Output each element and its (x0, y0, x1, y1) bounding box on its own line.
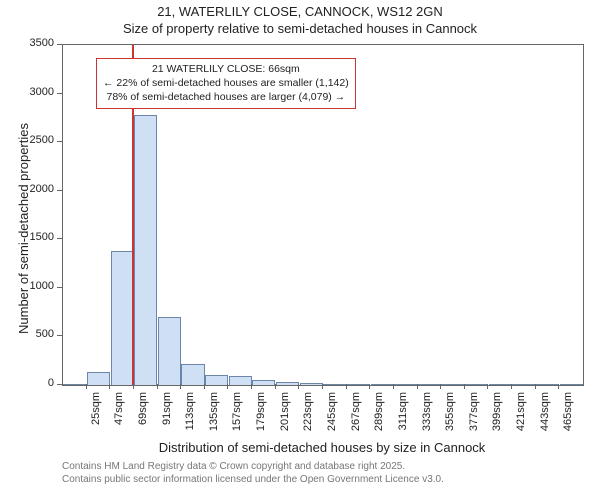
y-tick-label: 0 (20, 377, 54, 389)
x-tick (511, 384, 512, 389)
credit-line-1: Contains HM Land Registry data © Crown c… (62, 460, 444, 473)
chart-title: 21, WATERLILY CLOSE, CANNOCK, WS12 2GN (0, 4, 600, 19)
x-tick-label: 223sqm (302, 392, 314, 442)
y-tick-label: 1000 (20, 280, 54, 292)
y-tick (57, 190, 62, 191)
property-info-box: 21 WATERLILY CLOSE: 66sqm ← 22% of semi-… (96, 58, 356, 109)
x-tick-label: 113sqm (184, 392, 196, 442)
x-tick-label: 69sqm (137, 392, 149, 442)
histogram-bar (560, 384, 583, 385)
x-tick-label: 157sqm (231, 392, 243, 442)
y-tick (57, 287, 62, 288)
histogram-bar (465, 384, 488, 385)
histogram-bar (252, 380, 275, 385)
x-tick-label: 25sqm (90, 392, 102, 442)
histogram-bar (111, 251, 134, 385)
histogram-bar (134, 115, 157, 385)
x-tick-label: 311sqm (397, 392, 409, 442)
x-tick (487, 384, 488, 389)
x-tick (86, 384, 87, 389)
title-block: 21, WATERLILY CLOSE, CANNOCK, WS12 2GN S… (0, 4, 600, 36)
y-tick (57, 335, 62, 336)
y-tick-label: 500 (20, 328, 54, 340)
credit-line-2: Contains public sector information licen… (62, 473, 444, 486)
x-tick-label: 333sqm (421, 392, 433, 442)
x-tick (251, 384, 252, 389)
x-tick-label: 47sqm (113, 392, 125, 442)
x-tick (535, 384, 536, 389)
x-tick (133, 384, 134, 389)
y-tick-label: 1500 (20, 231, 54, 243)
x-tick-label: 201sqm (279, 392, 291, 442)
histogram-bar (205, 375, 228, 385)
x-tick-label: 289sqm (373, 392, 385, 442)
y-tick-label: 3500 (20, 37, 54, 49)
chart-subtitle: Size of property relative to semi-detach… (0, 21, 600, 36)
x-tick-label: 245sqm (326, 392, 338, 442)
x-tick (393, 384, 394, 389)
x-tick-label: 267sqm (350, 392, 362, 442)
histogram-bar (371, 384, 394, 385)
x-tick (227, 384, 228, 389)
histogram-bar (536, 384, 559, 385)
histogram-bar (87, 372, 110, 385)
x-tick (275, 384, 276, 389)
x-tick (440, 384, 441, 389)
x-tick-label: 465sqm (562, 392, 574, 442)
histogram-bar (347, 384, 370, 385)
info-line-larger: 78% of semi-detached houses are larger (… (103, 90, 349, 104)
y-tick-label: 2500 (20, 134, 54, 146)
x-tick (157, 384, 158, 389)
histogram-bar (276, 382, 299, 385)
x-tick-label: 91sqm (161, 392, 173, 442)
x-tick (558, 384, 559, 389)
histogram-bar (229, 376, 252, 385)
x-tick (109, 384, 110, 389)
x-tick (464, 384, 465, 389)
histogram-bar (158, 317, 181, 385)
x-tick-label: 179sqm (255, 392, 267, 442)
x-tick (369, 384, 370, 389)
histogram-bar (323, 384, 346, 385)
info-line-smaller: ← 22% of semi-detached houses are smalle… (103, 76, 349, 90)
histogram-bar (394, 384, 417, 385)
histogram-bar (418, 384, 441, 385)
x-tick-label: 443sqm (539, 392, 551, 442)
y-tick-label: 2000 (20, 183, 54, 195)
x-tick (417, 384, 418, 389)
x-tick-label: 377sqm (468, 392, 480, 442)
x-tick (298, 384, 299, 389)
histogram-bar (512, 384, 535, 385)
y-tick (57, 384, 62, 385)
y-tick (57, 141, 62, 142)
x-tick (180, 384, 181, 389)
y-tick (57, 44, 62, 45)
credits-block: Contains HM Land Registry data © Crown c… (62, 460, 444, 486)
x-tick (322, 384, 323, 389)
y-tick (57, 93, 62, 94)
x-axis-label: Distribution of semi-detached houses by … (62, 440, 582, 455)
histogram-bar (441, 384, 464, 385)
y-axis-label: Number of semi-detached properties (16, 123, 31, 334)
info-line-property: 21 WATERLILY CLOSE: 66sqm (103, 62, 349, 76)
y-tick (57, 238, 62, 239)
x-tick-label: 399sqm (491, 392, 503, 442)
histogram-bar (63, 384, 86, 385)
x-tick (204, 384, 205, 389)
histogram-bar (300, 383, 323, 385)
x-tick-label: 355sqm (444, 392, 456, 442)
x-tick (346, 384, 347, 389)
histogram-bar (489, 384, 512, 385)
x-tick-label: 421sqm (515, 392, 527, 442)
histogram-bar (181, 364, 204, 385)
histogram-chart: 21, WATERLILY CLOSE, CANNOCK, WS12 2GN S… (0, 0, 600, 500)
x-tick-label: 135sqm (208, 392, 220, 442)
y-tick-label: 3000 (20, 86, 54, 98)
